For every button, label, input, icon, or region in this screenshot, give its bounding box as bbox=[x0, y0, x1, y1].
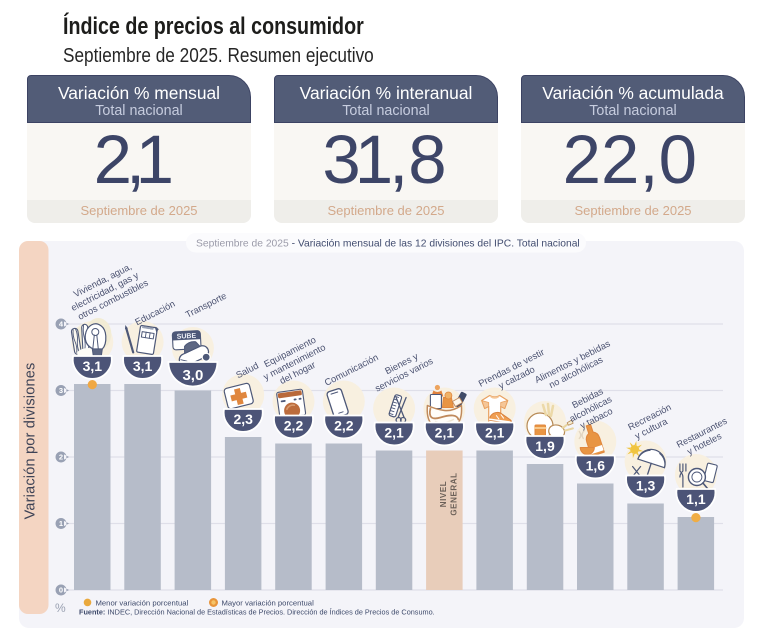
svg-text:1,9: 1,9 bbox=[535, 438, 555, 454]
svg-text:0: 0 bbox=[59, 586, 63, 595]
svg-text:2,1: 2,1 bbox=[384, 425, 404, 441]
svg-text:2,3: 2,3 bbox=[233, 411, 253, 427]
svg-text:1: 1 bbox=[59, 519, 63, 528]
svg-text:SUBE: SUBE bbox=[177, 333, 197, 341]
svg-text:2: 2 bbox=[59, 453, 63, 462]
svg-text:1,6: 1,6 bbox=[586, 458, 606, 474]
svg-text:NIVEL: NIVEL bbox=[439, 481, 448, 508]
svg-text:2,2: 2,2 bbox=[284, 418, 304, 434]
svg-text:Fuente: INDEC, Dirección Nacio: Fuente: INDEC, Dirección Nacional de Est… bbox=[79, 608, 435, 617]
svg-text:GENERAL: GENERAL bbox=[450, 472, 459, 515]
svg-text:1,1: 1,1 bbox=[686, 491, 706, 507]
svg-text:3: 3 bbox=[59, 386, 63, 395]
svg-text:3,1: 3,1 bbox=[133, 358, 153, 374]
svg-text:1,3: 1,3 bbox=[636, 478, 656, 494]
svg-text:3,1: 3,1 bbox=[83, 358, 103, 374]
svg-text:%: % bbox=[55, 601, 66, 615]
svg-text:2,2: 2,2 bbox=[334, 418, 354, 434]
svg-text:4: 4 bbox=[59, 320, 64, 329]
svg-text:Menor variación porcentual: Menor variación porcentual bbox=[96, 598, 189, 607]
svg-text:2,1: 2,1 bbox=[435, 425, 455, 441]
svg-text:3,0: 3,0 bbox=[182, 367, 203, 384]
svg-text:Mayor variación porcentual: Mayor variación porcentual bbox=[222, 598, 315, 607]
svg-text:Variación por divisiones: Variación por divisiones bbox=[22, 363, 38, 520]
svg-text:2,1: 2,1 bbox=[485, 425, 505, 441]
svg-text:Septiembre de 2025 - Variación: Septiembre de 2025 - Variación mensual d… bbox=[196, 238, 580, 249]
